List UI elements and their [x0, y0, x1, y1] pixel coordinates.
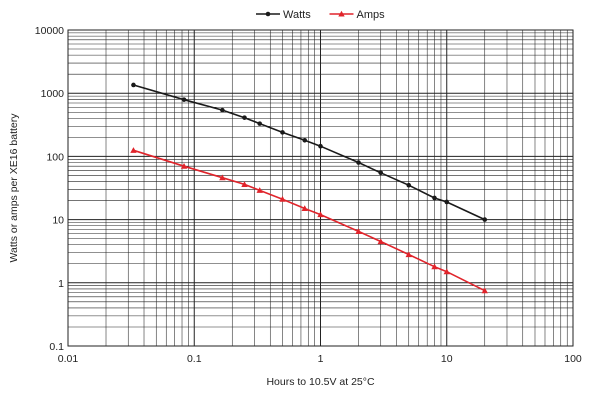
x-axis: 0.01 0.1 1 10 100 — [58, 353, 582, 365]
data-point-watts — [242, 115, 247, 120]
legend-item-watts: Watts — [256, 9, 311, 21]
legend-marker-amps — [338, 10, 345, 17]
data-point-amps — [377, 238, 384, 245]
data-point-amps — [431, 263, 438, 270]
data-point-watts — [444, 199, 450, 205]
data-point-watts — [280, 130, 285, 135]
y-tick-label: 1000 — [41, 88, 65, 100]
data-point-amps — [279, 196, 286, 202]
data-point-watts — [220, 107, 225, 113]
series-line-amps — [133, 149, 486, 292]
series-layer — [130, 82, 488, 294]
legend-label-watts: Watts — [283, 9, 311, 21]
plot-frame — [67, 29, 574, 347]
y-tick-label: 1 — [58, 278, 64, 290]
data-point-watts — [432, 195, 437, 201]
data-point-watts — [406, 182, 412, 188]
series-watts — [131, 82, 488, 222]
legend-item-amps: Amps — [329, 9, 386, 21]
x-tick-label: 0.01 — [58, 353, 79, 365]
data-point-amps — [301, 205, 308, 212]
data-point-amps — [130, 147, 137, 153]
data-point-watts — [356, 160, 361, 165]
data-point-watts — [181, 97, 187, 102]
legend: Watts Amps — [256, 9, 385, 21]
legend-label-amps: Amps — [357, 9, 386, 21]
x-tick-label: 10 — [441, 353, 453, 365]
x-tick-label: 100 — [564, 353, 582, 365]
x-tick-label: 0.1 — [187, 353, 202, 365]
data-point-watts — [378, 170, 384, 176]
series-amps — [130, 147, 488, 294]
y-tick-label: 10 — [52, 215, 64, 227]
data-point-amps — [443, 268, 450, 275]
data-point-amps — [241, 181, 248, 188]
series-line-watts — [133, 84, 486, 221]
data-point-amps — [219, 174, 226, 181]
y-tick-label: 100 — [46, 151, 64, 163]
data-point-watts — [318, 143, 323, 149]
data-point-amps — [405, 251, 412, 258]
data-point-amps — [317, 211, 324, 218]
data-point-watts — [257, 121, 263, 126]
data-point-watts — [482, 217, 488, 222]
y-tick-label: 0.1 — [49, 341, 64, 353]
data-point-watts — [131, 82, 136, 88]
data-point-amps — [256, 187, 263, 193]
x-tick-label: 1 — [318, 353, 324, 365]
data-point-watts — [302, 137, 308, 143]
y-axis-title: Watts or amps per XE16 battery — [8, 113, 20, 263]
legend-marker-watts — [265, 11, 271, 17]
grid — [67, 30, 573, 347]
y-axis: 0.1 1 10 100 1000 10000 — [35, 25, 64, 353]
data-point-amps — [355, 228, 362, 234]
y-tick-label: 10000 — [35, 25, 64, 37]
data-point-amps — [481, 287, 488, 294]
x-axis-title: Hours to 10.5V at 25°C — [266, 376, 375, 388]
data-point-amps — [180, 162, 188, 169]
